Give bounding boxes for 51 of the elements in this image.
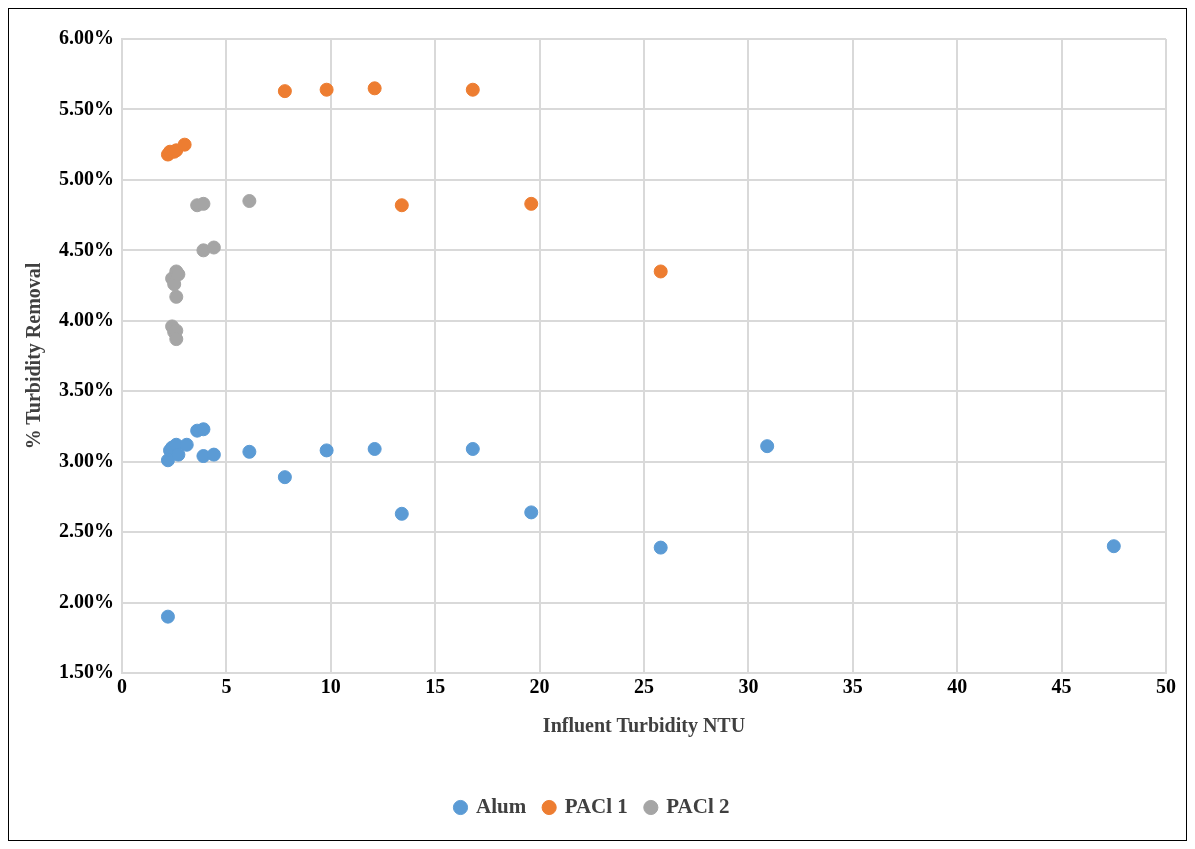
legend-label: Alum xyxy=(475,793,527,818)
x-tick-label: 10 xyxy=(320,675,341,698)
x-tick-label: 25 xyxy=(634,675,654,698)
point xyxy=(277,84,292,99)
y-tick-label: 5.00% xyxy=(59,167,114,190)
y-tick-label: 2.00% xyxy=(59,589,114,612)
x-tick-label: 5 xyxy=(221,675,232,698)
point xyxy=(169,289,184,304)
point xyxy=(367,441,382,456)
point xyxy=(242,444,257,459)
x-tick-label: 15 xyxy=(425,675,446,698)
legend-label: PACl 1 xyxy=(564,793,628,818)
y-tick-label: 6.00% xyxy=(59,26,114,49)
legend-label: PACl 2 xyxy=(666,793,730,818)
x-tick-label: 40 xyxy=(947,675,968,698)
y-tick-label: 2.50% xyxy=(59,519,114,542)
x-tick-label: 50 xyxy=(1156,675,1176,698)
point xyxy=(465,82,480,97)
x-tick-label: 30 xyxy=(738,675,759,698)
point xyxy=(394,198,409,213)
point xyxy=(242,194,257,209)
x-tick-label: 45 xyxy=(1051,675,1072,698)
point xyxy=(760,439,775,454)
x-tick-label: 35 xyxy=(842,675,863,698)
x-tick-label: 0 xyxy=(117,675,127,698)
x-axis-title: Influent Turbidity NTU xyxy=(542,714,746,738)
x-tick-label: 20 xyxy=(529,675,550,698)
point xyxy=(319,443,334,458)
y-tick-label: 5.50% xyxy=(59,96,114,119)
point xyxy=(524,196,539,211)
point xyxy=(319,82,334,97)
y-tick-label: 3.50% xyxy=(59,378,114,401)
point xyxy=(653,264,668,279)
point xyxy=(367,81,382,96)
point xyxy=(160,609,175,624)
point xyxy=(394,506,409,521)
point xyxy=(465,441,480,456)
point xyxy=(206,240,221,255)
point xyxy=(1106,539,1121,554)
point xyxy=(206,447,221,462)
point xyxy=(524,505,539,520)
y-tick-label: 1.50% xyxy=(59,660,114,683)
y-axis-title: % Turbidity Removal xyxy=(22,262,46,450)
y-tick-label: 3.00% xyxy=(59,448,114,471)
point xyxy=(171,447,186,462)
point xyxy=(179,437,194,452)
point xyxy=(277,470,292,485)
point xyxy=(177,137,192,152)
y-tick-label: 4.00% xyxy=(59,307,114,330)
point xyxy=(653,540,668,555)
y-tick-label: 4.50% xyxy=(59,237,114,260)
